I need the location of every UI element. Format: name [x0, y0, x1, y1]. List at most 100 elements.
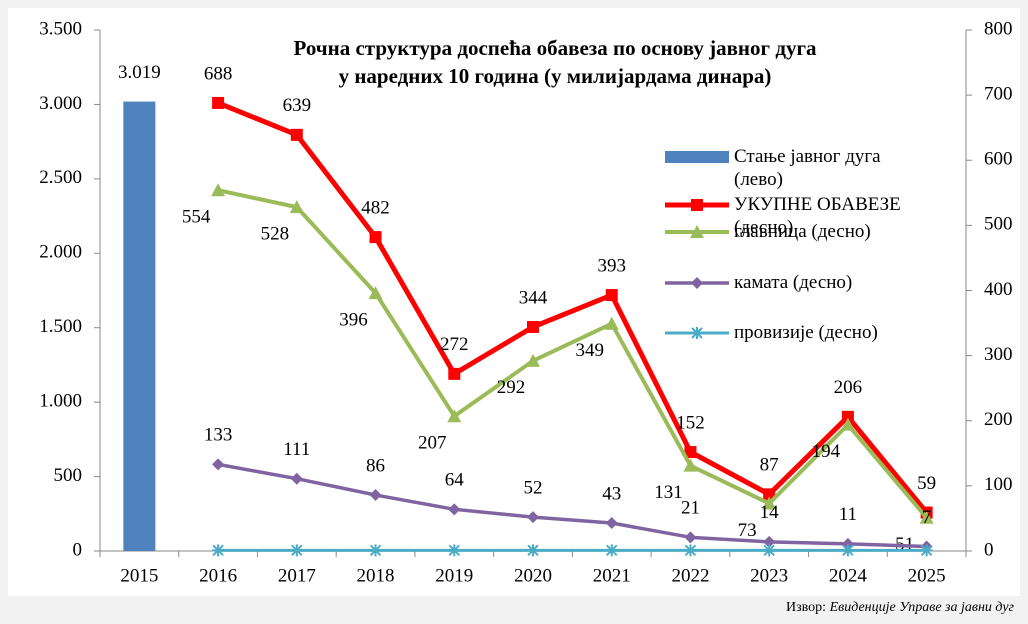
marker [211, 183, 226, 197]
x-tick-label: 2023 [750, 565, 788, 586]
marker [526, 353, 540, 367]
marker [368, 286, 383, 300]
data-label: 688 [204, 63, 233, 84]
data-label: 344 [519, 287, 548, 308]
source-text: Евиденције Управе за јавни дуг [829, 600, 1014, 615]
marker [684, 531, 697, 544]
y2-tick-label: 300 [984, 344, 1013, 365]
marker [684, 446, 697, 459]
marker [289, 200, 304, 214]
y-tick-label: 500 [54, 465, 83, 486]
source: Извор: Евиденције Управе за јавни дуг [786, 600, 1014, 616]
marker [369, 231, 382, 244]
legend-marker [690, 225, 704, 238]
y-tick-label: 0 [73, 539, 83, 560]
bar [123, 101, 156, 552]
y2-tick-label: 600 [984, 149, 1013, 170]
series-line [217, 188, 929, 520]
marker [762, 496, 777, 510]
x-tick-label: 2019 [435, 565, 473, 586]
legend-label: провизије (десно) [734, 322, 878, 343]
y2-tick-label: 700 [984, 83, 1013, 104]
marker [527, 544, 539, 557]
marker [448, 367, 461, 380]
data-label: 292 [497, 377, 526, 398]
marker [683, 458, 698, 472]
chart-title: Рочна структура доспећа обавеза по основ… [294, 36, 817, 60]
y-tick-label: 3.000 [39, 93, 82, 114]
marker [605, 544, 618, 557]
data-label: 554 [182, 207, 211, 228]
legend-marker [691, 327, 703, 339]
legend-swatch [665, 151, 729, 163]
marker [448, 544, 461, 557]
marker [605, 516, 618, 529]
marker [527, 511, 539, 524]
data-label: 64 [445, 470, 465, 491]
data-label: 396 [339, 309, 368, 330]
plot-background [8, 8, 1020, 596]
legend-marker [691, 199, 703, 211]
marker [447, 409, 462, 423]
y-tick-label: 1.000 [39, 391, 82, 412]
data-label: 52 [524, 477, 543, 498]
marker [684, 544, 697, 557]
marker [369, 488, 382, 501]
legend-marker [691, 277, 703, 289]
y2-tick-label: 800 [984, 18, 1013, 39]
x-tick-label: 2020 [514, 565, 552, 586]
data-label: 482 [361, 197, 390, 218]
marker [604, 316, 619, 330]
y2-tick-label: 200 [984, 409, 1013, 430]
marker [605, 289, 618, 302]
data-label: 21 [681, 498, 700, 519]
data-label: 272 [440, 334, 469, 355]
marker [763, 535, 776, 548]
legend-marker [691, 327, 703, 339]
marker [763, 544, 776, 557]
legend-marker [691, 199, 703, 211]
marker [212, 458, 225, 471]
data-label: 133 [204, 425, 233, 446]
data-label: 152 [676, 412, 705, 433]
y2-tick-label: 500 [984, 214, 1013, 235]
marker [763, 488, 776, 501]
marker [527, 320, 539, 333]
chart-title: у наредних 10 година (у милијардама дина… [339, 64, 772, 88]
data-label: 11 [839, 504, 857, 525]
y-tick-label: 2.500 [39, 167, 82, 188]
data-label: 86 [366, 455, 385, 476]
data-label: 43 [602, 483, 621, 504]
marker [290, 128, 303, 141]
marker [841, 410, 854, 423]
data-label: 206 [834, 377, 863, 398]
data-label: 131 [654, 482, 683, 503]
data-label: 349 [575, 340, 604, 361]
data-label: 393 [597, 255, 626, 276]
legend-marker [691, 277, 703, 289]
marker [920, 544, 933, 557]
marker [290, 472, 303, 485]
marker [841, 544, 854, 557]
y-tick-label: 3.500 [39, 18, 82, 39]
data-label: 528 [261, 223, 290, 244]
y2-tick-label: 100 [984, 474, 1013, 495]
series-line [217, 100, 929, 515]
marker [212, 96, 225, 109]
data-label: 3.019 [118, 62, 161, 83]
source-label: Извор: [786, 600, 827, 615]
marker [840, 417, 855, 431]
y-tick-label: 2.000 [39, 242, 82, 263]
data-label: 73 [738, 520, 757, 541]
legend-label: Стање јавног дуга (лево) [734, 146, 881, 190]
y2-tick-label: 0 [984, 539, 994, 560]
marker [919, 510, 934, 524]
data-label: 194 [812, 441, 841, 462]
x-tick-label: 2016 [199, 565, 237, 586]
data-label: 14 [760, 502, 780, 523]
x-tick-label: 2018 [357, 565, 395, 586]
x-tick-label: 2025 [908, 565, 946, 586]
data-label: 207 [418, 433, 447, 454]
